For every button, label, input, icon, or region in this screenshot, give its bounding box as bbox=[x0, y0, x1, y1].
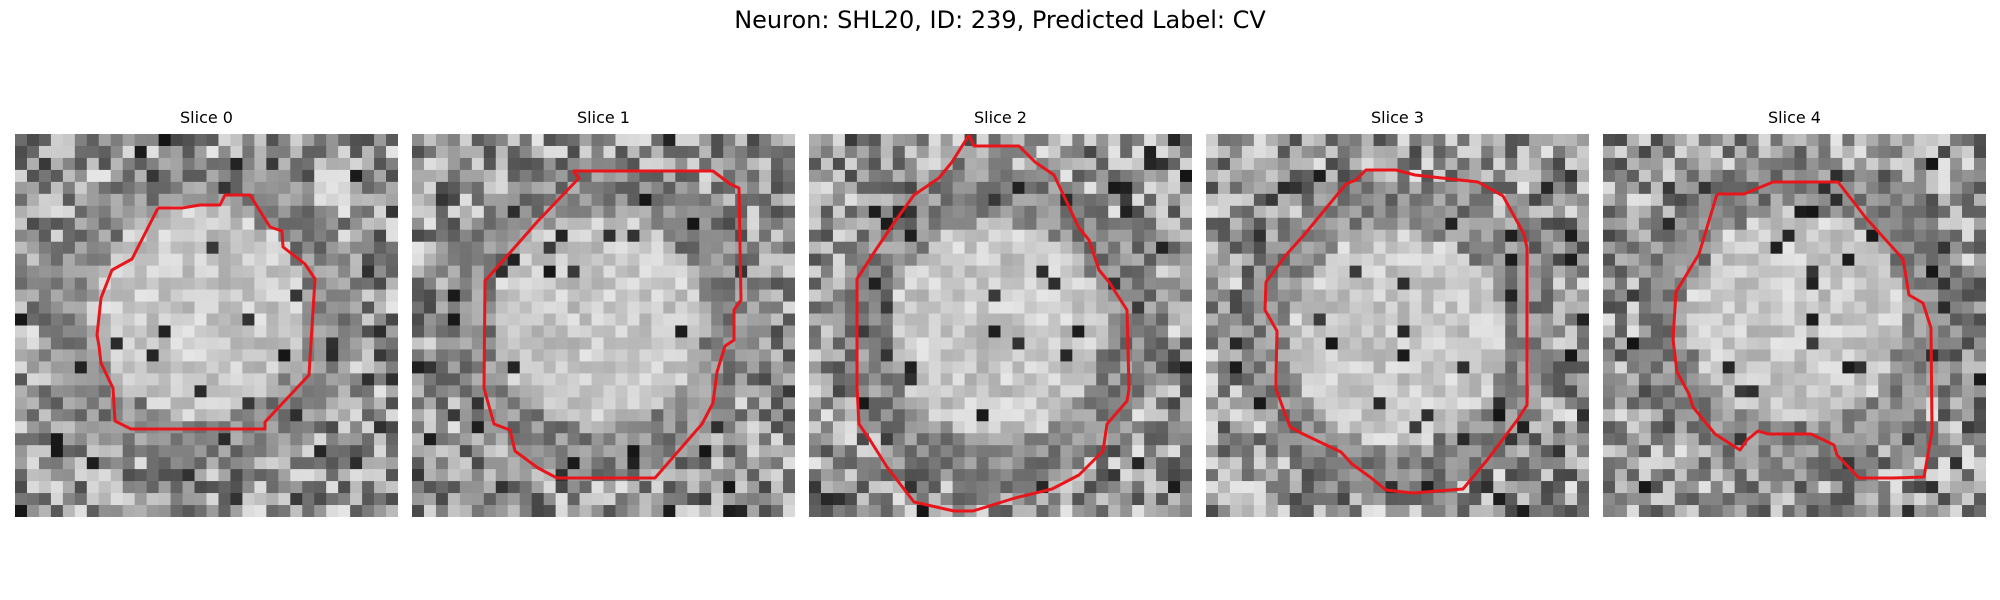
grayscale-tiles bbox=[809, 134, 1192, 517]
grayscale-tiles bbox=[1603, 134, 1986, 517]
slice-title: Slice 4 bbox=[1768, 108, 1821, 127]
slice-image bbox=[1603, 134, 1986, 517]
segmentation-contour bbox=[95, 193, 317, 431]
slice-title: Slice 3 bbox=[1371, 108, 1424, 127]
segmentation-contour bbox=[1263, 168, 1529, 495]
slice-title: Slice 0 bbox=[180, 108, 233, 127]
grayscale-tiles bbox=[1206, 134, 1589, 517]
segmentation-contour bbox=[482, 169, 743, 480]
segmentation-contour bbox=[855, 134, 1131, 513]
grayscale-tiles bbox=[15, 134, 398, 517]
slice-title: Slice 2 bbox=[974, 108, 1027, 127]
grayscale-tiles bbox=[412, 134, 795, 517]
slice-image bbox=[1206, 134, 1589, 517]
segmentation-contour bbox=[1671, 180, 1934, 480]
figure-title: Neuron: SHL20, ID: 239, Predicted Label:… bbox=[734, 6, 1266, 34]
slice-title: Slice 1 bbox=[577, 108, 630, 127]
slice-image bbox=[809, 134, 1192, 517]
slice-image bbox=[15, 134, 398, 517]
slice-image bbox=[412, 134, 795, 517]
